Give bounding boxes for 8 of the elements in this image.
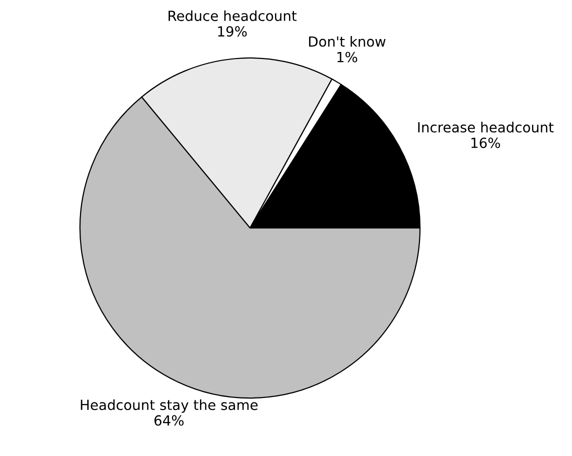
data-label: 64% [154, 415, 184, 426]
data-label: 19% [218, 26, 247, 37]
slice-label: Increase headcount [418, 122, 554, 133]
data-label: 1% [337, 52, 358, 62]
slice-label: Reduce headcount [168, 10, 297, 22]
slice-label: Headcount stay the same [80, 399, 258, 413]
data-label: 16% [471, 138, 500, 148]
slice-label: Don't know [309, 36, 386, 47]
